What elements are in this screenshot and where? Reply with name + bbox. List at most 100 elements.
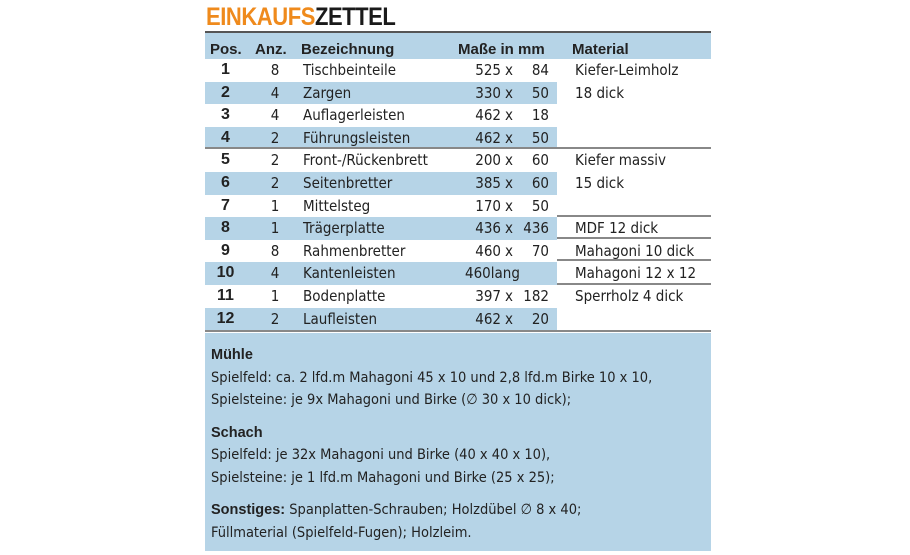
cell-m1: 385 — [475, 174, 501, 192]
cell-pos: 1 — [221, 61, 230, 78]
cell-x: x — [505, 61, 513, 79]
cell-m2: 436 — [523, 219, 549, 238]
table-header: Pos. Anz. Bezeichnung Maße in mm Materia… — [205, 33, 711, 59]
cell-pos: 5 — [221, 151, 230, 169]
table-row: 8 1 Trägerplatte 436 x 436 MDF 12 dick — [205, 217, 711, 240]
cell-m1: 460 — [475, 241, 501, 260]
table-row: 5 2 Front-/Rückenbrett 200 x 60 Kiefer massiv — [205, 149, 711, 172]
cell-pos: 3 — [221, 106, 230, 124]
cell-x: x — [505, 241, 513, 260]
cell-m1: 397 — [475, 287, 501, 305]
notes-line: Spanplatten-Schrauben; Holzdübel ∅ 8 x 4… — [285, 502, 582, 518]
cell-anz: 1 — [270, 196, 280, 215]
notes-box: Mühle Spielfeld: ca. 2 lfd.m Mahagoni 45… — [205, 333, 711, 551]
cell-pos: 6 — [221, 174, 230, 191]
table-row: 3 4 Auflagerleisten 462 x 18 — [205, 104, 711, 127]
cell-m2: 50 — [531, 83, 549, 102]
table-row: 12 2 Laufleisten 462 x 20 — [205, 307, 711, 331]
cell-m2: 18 — [531, 106, 549, 125]
cell-bez: Mittelsteg — [303, 196, 371, 215]
cell-m2: 84 — [531, 61, 549, 79]
cell-bez: Führungsleisten — [303, 128, 411, 147]
divider — [557, 283, 711, 285]
cell-mat: 18 dick — [575, 83, 625, 102]
cell-pos: 9 — [221, 241, 230, 259]
cell-m1: 436 — [475, 219, 501, 238]
cell-bez: Seitenbretter — [303, 174, 393, 192]
notes-line: Spielfeld: je 32x Mahagoni und Birke (40… — [211, 447, 551, 463]
cell-anz: 2 — [270, 174, 280, 192]
cell-x: x — [505, 151, 513, 170]
cell-x: x — [505, 287, 513, 305]
table-row: 7 1 Mittelsteg 170 x 50 — [205, 195, 711, 218]
cell-m2: 60 — [531, 174, 549, 192]
cell-m1: 462 — [475, 128, 501, 147]
table-row: 2 4 Zargen 330 x 50 18 dick — [205, 81, 711, 105]
cell-anz: 8 — [270, 61, 280, 79]
cell-m2: 50 — [531, 128, 549, 147]
notes-line: Füllmaterial (Spielfeld-Fugen); Holzleim… — [211, 524, 472, 541]
cell-mat: Mahagoni 10 dick — [575, 241, 695, 260]
cell-pos: 12 — [216, 309, 235, 327]
cell-anz: 4 — [270, 106, 280, 125]
table-row: 6 2 Seitenbretter 385 x 60 15 dick — [205, 172, 711, 195]
header-masse: Maße in mm — [458, 41, 545, 58]
cell-pos: 7 — [221, 196, 230, 214]
cell-m1: 462 — [475, 106, 501, 125]
divider — [205, 330, 711, 332]
cell-m2: 60 — [531, 151, 549, 170]
cell-pos: 4 — [221, 128, 230, 146]
cell-anz: 2 — [270, 128, 280, 147]
table-row: 4 2 Führungsleisten 462 x 50 — [205, 126, 711, 150]
divider — [205, 147, 711, 149]
table-row: 9 8 Rahmenbretter 460 x 70 Mahagoni 10 dick — [205, 240, 711, 263]
cell-bez: Tischbeinteile — [303, 61, 397, 79]
cell-bez: Kantenleisten — [303, 264, 396, 283]
cell-m2: 182 — [523, 287, 549, 305]
notes-schach-title: Schach — [211, 424, 263, 441]
divider — [205, 31, 711, 33]
cell-m2: 20 — [531, 309, 549, 328]
cell-mat: Mahagoni 12 x 12 — [575, 264, 697, 283]
cell-bez: Auflagerleisten — [303, 106, 405, 125]
cell-x: x — [505, 174, 513, 192]
cell-x: x — [505, 196, 513, 215]
cell-bez: Laufleisten — [303, 309, 378, 328]
cell-m1: 330 — [475, 83, 501, 102]
cell-anz: 1 — [270, 219, 280, 238]
cell-m1: 200 — [475, 151, 501, 170]
cell-pos: 8 — [221, 219, 230, 237]
table-row: 10 4 Kantenleisten 460lang Mahagoni 12 x 12 — [205, 262, 711, 285]
notes-muehle-title: Mühle — [211, 347, 253, 363]
cell-pos: 10 — [216, 264, 235, 282]
cell-x: x — [505, 219, 513, 238]
notes-line: Spielfeld: ca. 2 lfd.m Mahagoni 45 x 10 … — [211, 369, 653, 386]
header-material: Material — [572, 41, 629, 58]
divider — [557, 215, 711, 217]
cell-m2: 50 — [531, 196, 549, 215]
cell-anz: 2 — [270, 309, 280, 328]
notes-line: Spielsteine: je 1 lfd.m Mahagoni und Bir… — [211, 469, 555, 486]
cell-pos: 2 — [221, 83, 230, 101]
cell-m1: 170 — [475, 196, 501, 215]
cell-mat: 15 dick — [575, 174, 625, 192]
cell-pos: 11 — [217, 287, 234, 304]
cell-m1: 525 — [475, 61, 501, 79]
table-row: 1 8 Tischbeinteile 525 x 84 Kiefer-Leimholz — [205, 59, 711, 82]
header-bezeichnung: Bezeichnung — [301, 41, 395, 58]
cell-anz: 4 — [270, 264, 280, 283]
notes-sonstiges-title: Sonstiges: — [211, 502, 286, 518]
cell-anz: 2 — [270, 151, 280, 170]
cell-bez: Zargen — [303, 83, 352, 102]
cell-m1: 460lang — [465, 264, 520, 283]
cell-m1: 462 — [475, 309, 501, 328]
cell-bez: Rahmenbretter — [303, 241, 406, 260]
cell-x: x — [505, 128, 513, 147]
divider — [557, 259, 711, 261]
cell-mat: Sperrholz 4 dick — [575, 287, 684, 305]
page-title: EINKAUFSZETTEL — [206, 3, 396, 31]
header-anz: Anz. — [255, 41, 287, 58]
cell-x: x — [505, 83, 513, 102]
notes-line: Spielsteine: je 9x Mahagoni und Birke (∅… — [211, 392, 572, 408]
cell-x: x — [505, 106, 513, 125]
